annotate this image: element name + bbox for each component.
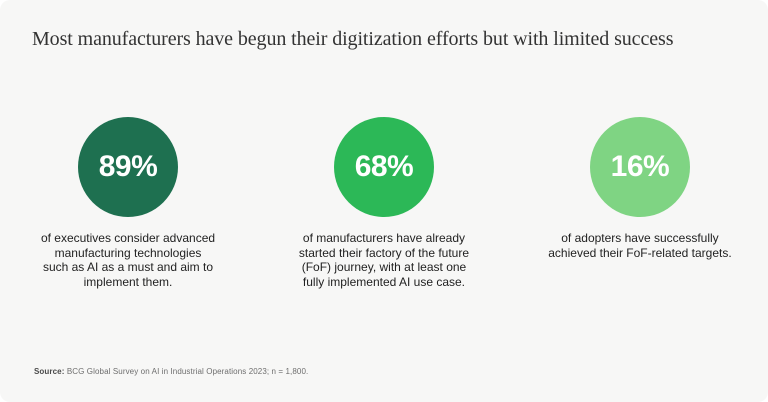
stats-row: 89% of executives consider advanced manu… [0,117,768,289]
stat-circle-68: 68% [333,117,434,217]
stat-circle-16: 16% [589,117,690,217]
stat-value-68: 68% [354,150,414,183]
stat-column-executives: 89% of executives consider advanced manu… [0,117,256,289]
stat-description-executives: of executives consider advanced manufact… [40,231,216,289]
stat-column-manufacturers: 68% of manufacturers have already starte… [256,117,512,289]
stat-value-16: 16% [610,150,670,183]
stat-column-adopters: 16% of adopters have successfully achiev… [512,117,768,289]
source-note: Source: BCG Global Survey on AI in Indus… [34,367,308,376]
source-label: Source: [34,367,65,376]
source-text: BCG Global Survey on AI in Industrial Op… [64,367,309,376]
stat-description-manufacturers: of manufacturers have already started th… [298,231,470,289]
page-title: Most manufacturers have begun their digi… [32,28,674,50]
stat-description-adopters: of adopters have successfully achieved t… [548,231,732,260]
stat-circle-89: 89% [77,117,178,217]
stat-value-89: 89% [98,150,158,183]
